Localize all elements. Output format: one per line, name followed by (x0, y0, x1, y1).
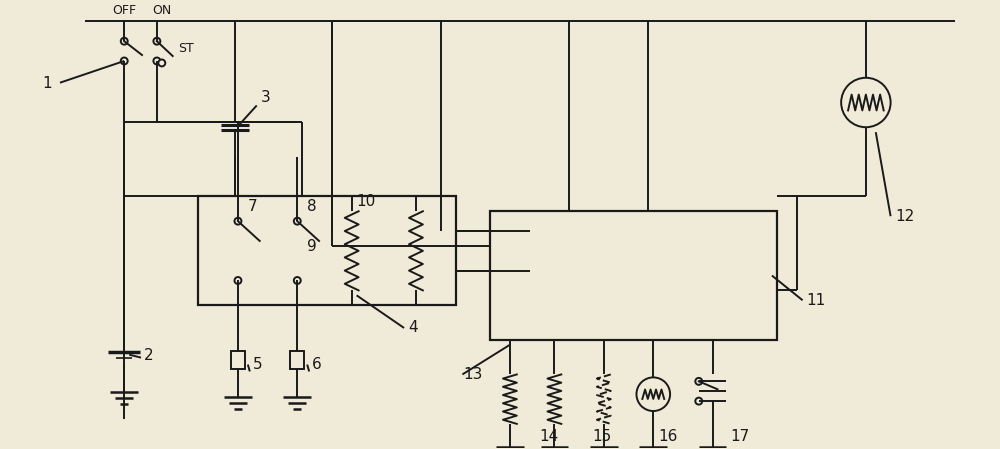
Bar (290, 351, 304, 369)
Circle shape (234, 277, 241, 284)
Text: 14: 14 (540, 429, 559, 444)
Bar (198, 197, 456, 305)
Text: 17: 17 (730, 429, 750, 444)
Bar (231, 351, 245, 369)
Circle shape (294, 277, 301, 284)
Text: 10: 10 (357, 194, 376, 209)
Text: 4: 4 (408, 320, 418, 335)
Circle shape (121, 38, 128, 44)
Circle shape (153, 57, 160, 64)
Text: 2: 2 (144, 348, 154, 363)
Text: 1: 1 (42, 76, 52, 91)
Text: 11: 11 (807, 293, 826, 308)
Text: 16: 16 (658, 429, 678, 444)
Text: 7: 7 (248, 199, 257, 214)
Bar (490, 211, 777, 340)
Text: 13: 13 (463, 367, 483, 383)
Circle shape (695, 378, 702, 385)
Text: 6: 6 (312, 357, 322, 373)
Text: 15: 15 (592, 429, 611, 444)
Circle shape (695, 398, 702, 405)
Circle shape (234, 218, 241, 224)
Text: 12: 12 (896, 209, 915, 224)
Text: 3: 3 (261, 91, 270, 106)
Circle shape (153, 38, 160, 44)
Circle shape (121, 57, 128, 64)
Circle shape (294, 218, 301, 224)
Text: 5: 5 (253, 357, 262, 373)
Text: 9: 9 (307, 239, 317, 254)
Text: 8: 8 (307, 199, 317, 214)
Text: ST: ST (179, 42, 194, 55)
Text: ON: ON (152, 4, 171, 18)
Text: OFF: OFF (112, 4, 136, 18)
Circle shape (158, 59, 165, 66)
